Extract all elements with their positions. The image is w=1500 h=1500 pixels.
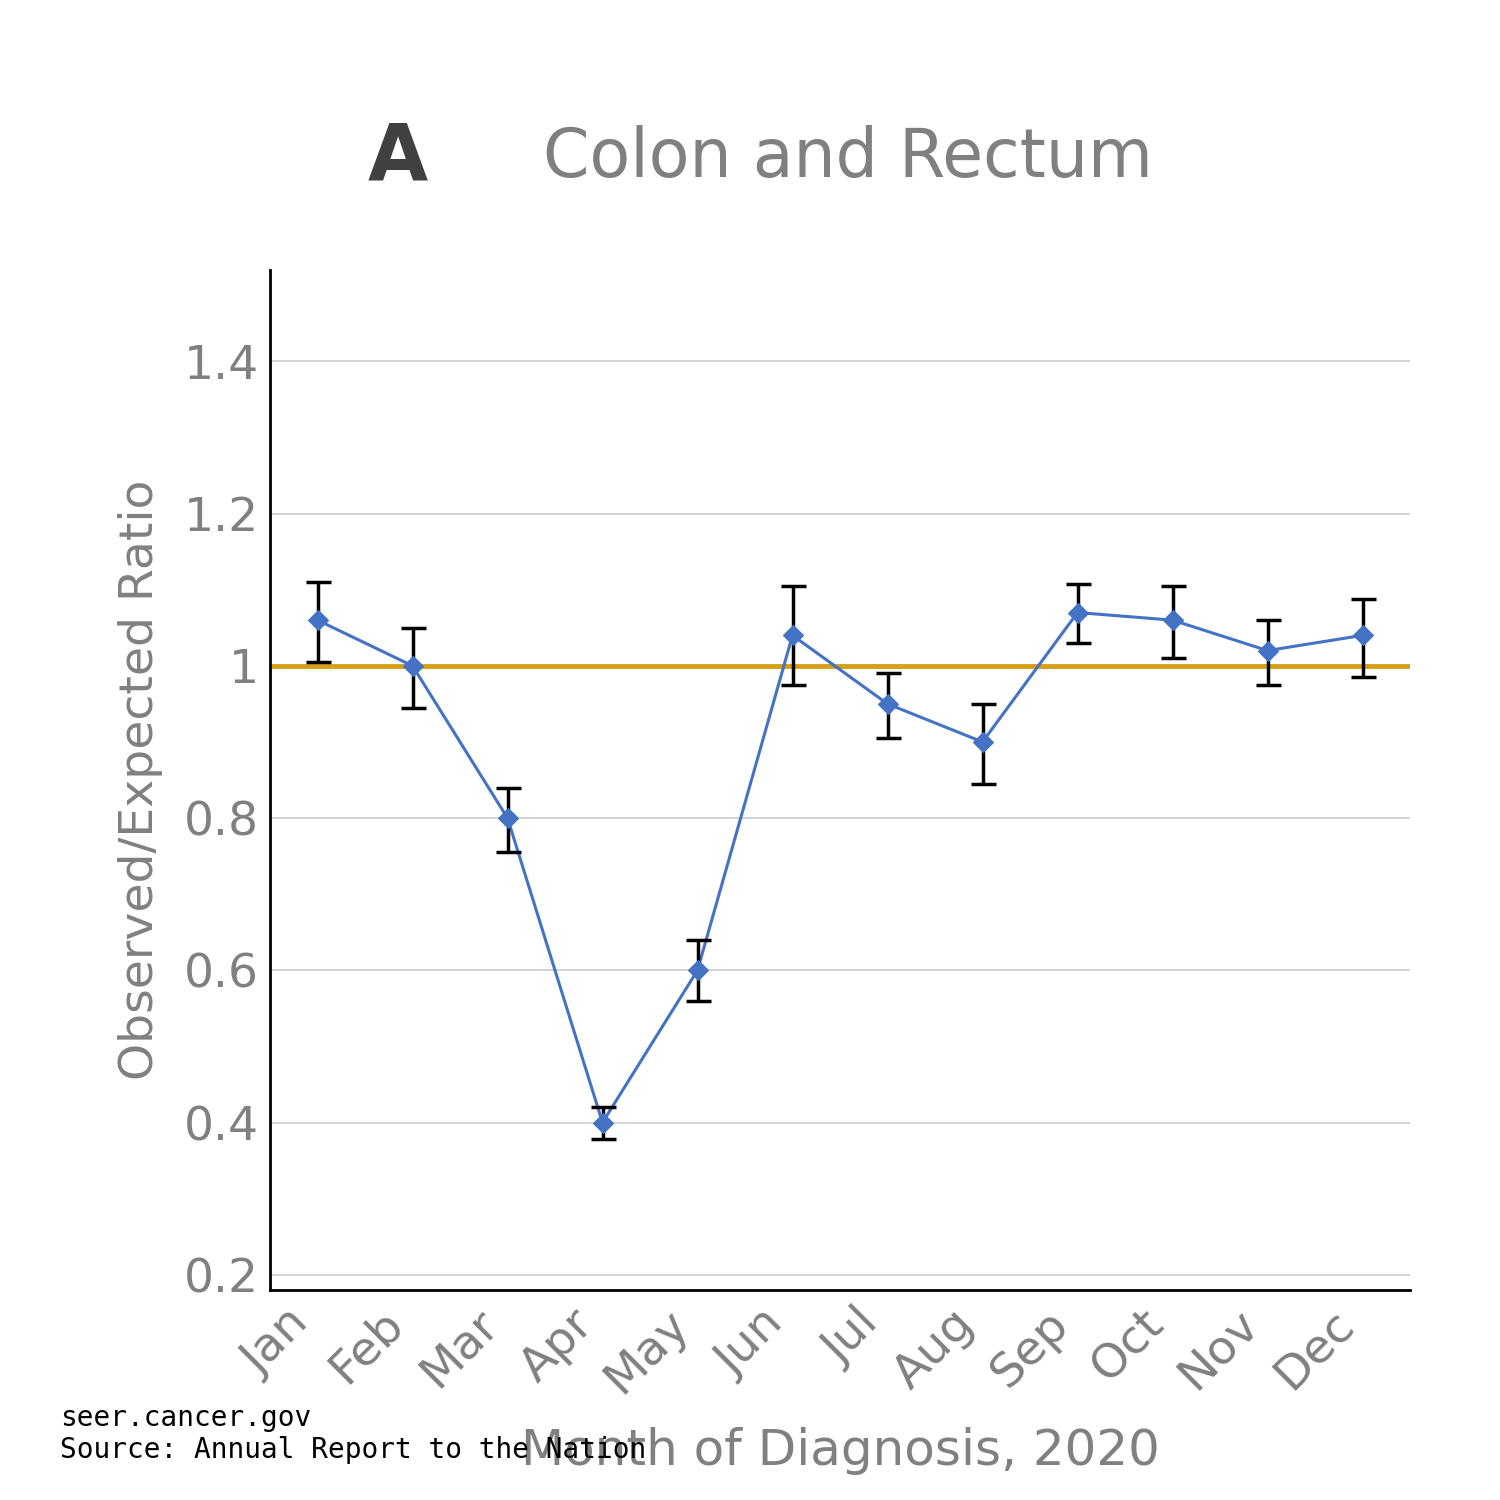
Point (970, 730, 994, 754)
Text: Source: Annual Report to the Nation: Source: Annual Report to the Nation (60, 1437, 646, 1464)
Point (591, 1110, 615, 1134)
Point (1256, 639, 1280, 663)
Text: A: A (368, 120, 428, 195)
Point (306, 608, 330, 631)
Point (1350, 624, 1374, 648)
Text: seer.cancer.gov: seer.cancer.gov (60, 1404, 312, 1431)
Point (1161, 608, 1185, 631)
Point (876, 692, 900, 715)
X-axis label: Month of Diagnosis, 2020: Month of Diagnosis, 2020 (520, 1426, 1160, 1474)
Y-axis label: Observed/Expected Ratio: Observed/Expected Ratio (118, 480, 164, 1080)
Text: Colon and Rectum: Colon and Rectum (543, 124, 1152, 190)
Point (1065, 600, 1089, 624)
Point (400, 654, 424, 678)
Point (686, 958, 709, 982)
Point (780, 624, 804, 648)
Point (495, 806, 519, 830)
